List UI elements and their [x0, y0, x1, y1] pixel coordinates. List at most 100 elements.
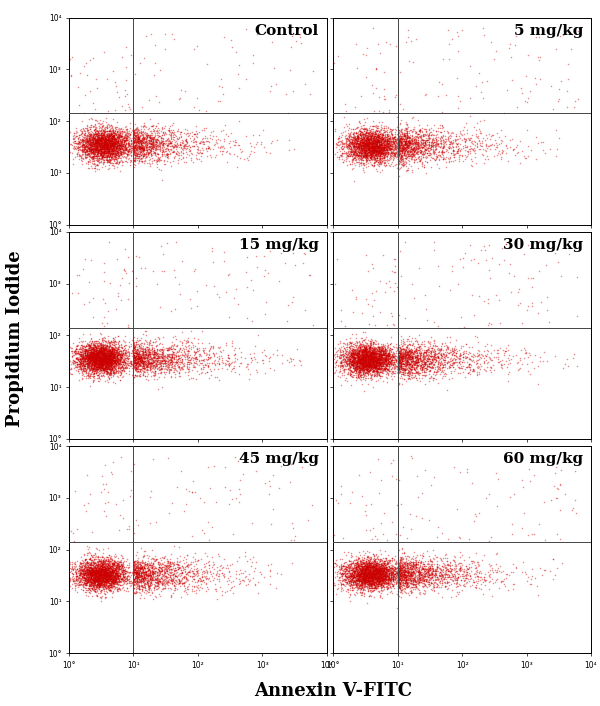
Point [112, 141, 122, 152]
Point [100, 576, 109, 587]
Point [108, 143, 118, 155]
Point [355, 148, 364, 159]
Point [111, 347, 121, 359]
Point [100, 352, 110, 363]
Point [131, 143, 141, 154]
Point [81, 157, 91, 169]
Point [103, 567, 113, 578]
Point [368, 142, 378, 153]
Point [109, 130, 118, 141]
Point [98, 353, 108, 364]
Point [367, 360, 377, 371]
Point [147, 560, 157, 571]
Point [370, 149, 380, 160]
Point [96, 358, 106, 369]
Point [536, 136, 546, 148]
Point [142, 559, 151, 570]
Point [510, 150, 520, 161]
Point [366, 572, 376, 583]
Point [95, 140, 104, 151]
Point [407, 112, 417, 124]
Point [365, 341, 374, 352]
Point [77, 344, 86, 355]
Point [423, 558, 433, 570]
Point [90, 345, 100, 357]
Point [86, 568, 95, 580]
Point [372, 348, 382, 359]
Point [410, 347, 420, 358]
Point [365, 554, 374, 565]
Point [109, 357, 118, 369]
Point [181, 140, 190, 152]
Point [368, 143, 378, 155]
Point [98, 136, 107, 147]
Point [136, 123, 145, 134]
Point [363, 140, 373, 152]
Point [87, 358, 97, 369]
Point [455, 145, 464, 157]
Point [370, 120, 379, 131]
Point [178, 151, 188, 162]
Point [113, 572, 123, 583]
Point [361, 563, 371, 575]
Point [106, 351, 116, 362]
Point [404, 140, 414, 152]
Point [409, 563, 419, 574]
Point [106, 566, 115, 577]
Point [98, 129, 108, 140]
Point [134, 340, 143, 352]
Point [394, 347, 404, 358]
Point [100, 352, 110, 363]
Point [344, 337, 354, 348]
Point [344, 131, 354, 143]
Point [361, 151, 370, 162]
Point [374, 142, 384, 153]
Point [397, 561, 407, 572]
Point [404, 345, 414, 356]
Point [364, 146, 374, 157]
Point [415, 353, 425, 364]
Point [233, 455, 242, 466]
Point [117, 349, 127, 361]
Point [373, 150, 382, 161]
Point [107, 346, 116, 357]
Point [455, 347, 464, 358]
Point [95, 573, 104, 584]
Point [488, 359, 497, 371]
Point [106, 126, 115, 137]
Point [395, 134, 404, 145]
Point [368, 363, 377, 374]
Point [535, 52, 545, 63]
Point [109, 335, 119, 347]
Point [182, 334, 192, 345]
Point [71, 344, 81, 355]
Point [101, 563, 111, 574]
Point [132, 575, 142, 587]
Point [364, 568, 373, 579]
Point [460, 149, 469, 160]
Point [130, 356, 139, 367]
Point [377, 357, 386, 369]
Point [383, 347, 393, 359]
Point [354, 357, 364, 369]
Point [357, 577, 367, 588]
Point [415, 142, 425, 153]
Point [357, 145, 367, 156]
Point [368, 570, 377, 582]
Point [128, 475, 138, 486]
Point [336, 564, 346, 575]
Point [384, 571, 394, 582]
Point [100, 562, 109, 573]
Point [75, 357, 85, 368]
Point [97, 569, 107, 580]
Point [131, 357, 141, 368]
Point [355, 150, 364, 161]
Point [350, 567, 360, 578]
Point [173, 361, 183, 373]
Point [175, 136, 185, 148]
Point [415, 575, 425, 586]
Point [370, 347, 379, 359]
Point [356, 354, 365, 366]
Point [473, 354, 482, 366]
Point [520, 347, 530, 359]
